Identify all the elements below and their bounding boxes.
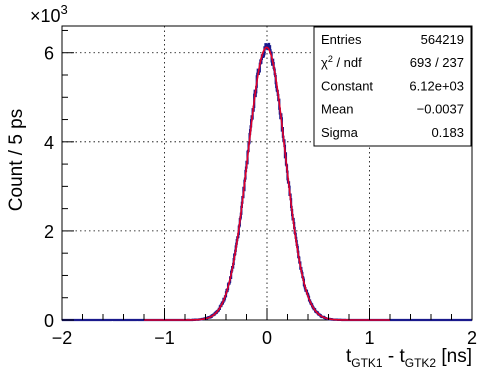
axis-tick-labels: −2 −1 0 1 2 0 2 4 6 (44, 44, 477, 348)
stats-value-4: 0.183 (431, 125, 464, 140)
y-tick-label-0: 0 (44, 311, 54, 331)
stats-label-0: Entries (321, 32, 362, 47)
x-title-unit: [ns] (436, 346, 472, 367)
y-tick-label-2: 4 (44, 133, 54, 153)
stats-label-4: Sigma (321, 125, 359, 140)
stats-rows: Entries 564219 χ2 / ndf 693 / 237 Constant 6.… (321, 32, 464, 140)
grid-lines (62, 26, 472, 320)
y-multiplier-exponent: 3 (61, 2, 68, 17)
x-title-sub1: GTK1 (351, 356, 383, 370)
x-tick-label-4: 2 (467, 328, 477, 348)
x-title-base: t (346, 346, 352, 367)
stats-label-2: Constant (321, 78, 373, 93)
stats-box-frame (313, 26, 472, 147)
axis-ticks (61, 29, 473, 321)
stats-value-0: 564219 (421, 32, 464, 47)
x-tick-label-2: 0 (262, 328, 272, 348)
y-tick-label-3: 6 (44, 44, 54, 64)
y-tick-label-1: 2 (44, 222, 54, 242)
y-axis-title: Count / 5 ps (6, 109, 27, 211)
x-title-sub2: GTK2 (405, 356, 437, 370)
x-tick-label-3: 1 (364, 328, 374, 348)
y-multiplier: ×103 (30, 2, 68, 26)
stats-value-3: −0.0037 (417, 102, 464, 117)
stats-label-1: χ2 / ndf (321, 54, 362, 70)
x-tick-label-0: −2 (52, 328, 73, 348)
stats-value-1: 693 / 237 (410, 55, 464, 70)
stats-label-3: Mean (321, 102, 354, 117)
x-axis-title: tGTK1 - tGTK2 [ns] (346, 346, 472, 370)
stats-box: Entries 564219 χ2 / ndf 693 / 237 Constant 6.… (313, 26, 472, 147)
stats-value-2: 6.12e+03 (409, 78, 464, 93)
x-tick-label-1: −1 (154, 328, 175, 348)
x-title-mid: - t (383, 346, 406, 367)
y-multiplier-base: ×10 (30, 6, 61, 26)
